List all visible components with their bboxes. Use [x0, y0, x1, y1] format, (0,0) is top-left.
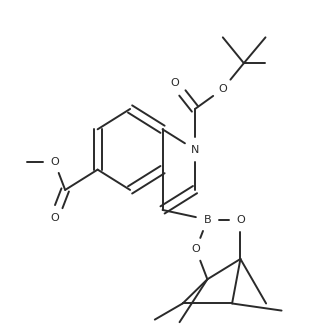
Text: N: N: [191, 144, 199, 155]
Text: B: B: [204, 215, 211, 224]
Text: O: O: [50, 213, 59, 223]
Text: O: O: [192, 244, 200, 254]
Text: O: O: [171, 79, 179, 88]
Text: O: O: [236, 215, 245, 224]
Text: O: O: [218, 84, 227, 94]
Text: O: O: [50, 157, 59, 167]
